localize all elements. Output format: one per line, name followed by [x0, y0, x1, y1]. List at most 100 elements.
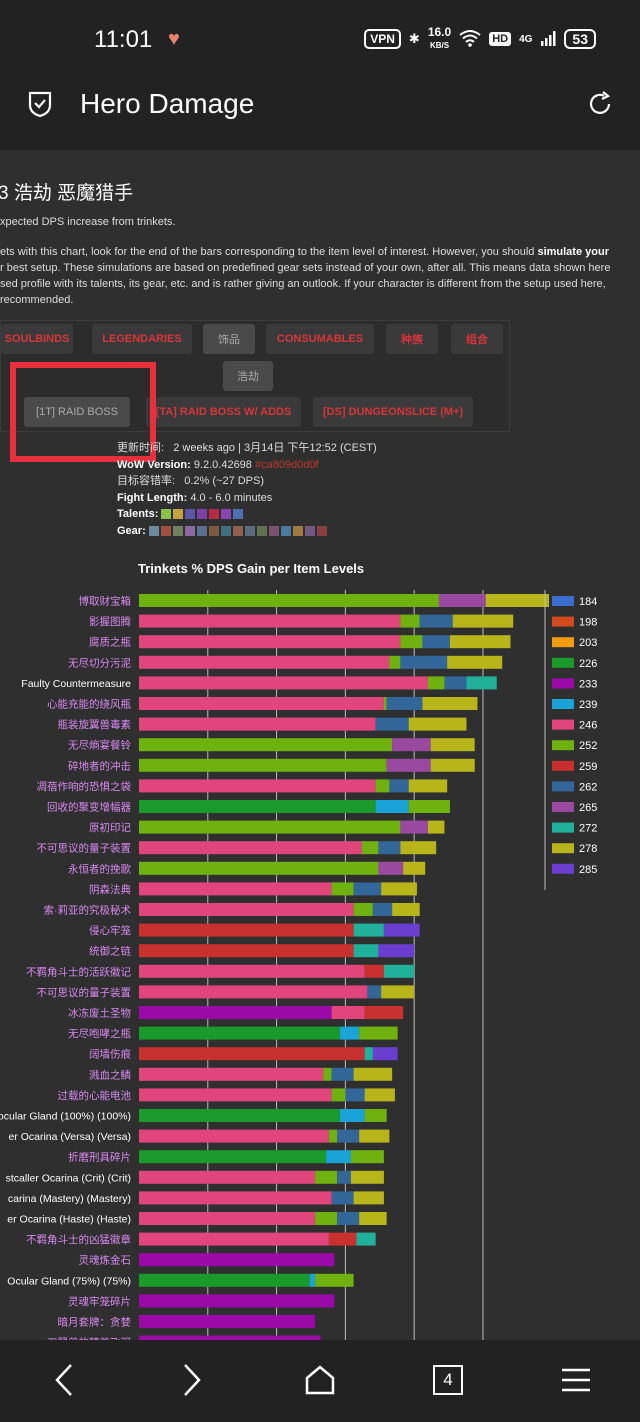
bar-label[interactable]: 灵魂牢笼碎片	[68, 1295, 131, 1308]
bar-segment[interactable]	[430, 758, 475, 772]
bar-segment[interactable]	[139, 1294, 335, 1308]
bar-segment[interactable]	[356, 1232, 376, 1246]
bar-segment[interactable]	[139, 635, 401, 649]
talent-icon[interactable]	[173, 509, 184, 520]
bar-label[interactable]: 溅血之鳞	[89, 1068, 131, 1081]
bar-label[interactable]: 瓶装旋翼兽毒素	[58, 718, 132, 731]
bar-segment[interactable]	[383, 697, 387, 710]
bar-label[interactable]: 凋蓓作响的恐惧之袋	[37, 780, 132, 793]
bar-segment[interactable]	[375, 717, 409, 731]
forward-button[interactable]	[172, 1360, 212, 1400]
bar-segment[interactable]	[408, 779, 448, 793]
back-button[interactable]	[44, 1360, 84, 1400]
tab-raid-boss-adds[interactable]: [TA] RAID BOSS W/ ADDS	[146, 397, 301, 427]
bar-segment[interactable]	[337, 1129, 360, 1143]
bar-segment[interactable]	[139, 882, 332, 896]
gear-icon[interactable]	[196, 525, 207, 536]
talent-icon[interactable]	[185, 509, 196, 520]
gear-icon[interactable]	[256, 525, 267, 536]
bar-label[interactable]: 不可思议的量子装置	[37, 986, 132, 999]
bar-segment[interactable]	[364, 1088, 395, 1102]
bar-label[interactable]: 回收的聚变增幅器	[47, 801, 131, 814]
bar-segment[interactable]	[485, 594, 550, 607]
bar-segment[interactable]	[139, 861, 379, 875]
bar-segment[interactable]	[372, 1047, 398, 1061]
bar-segment[interactable]	[386, 697, 423, 710]
gear-icon[interactable]	[244, 525, 255, 536]
bar-segment[interactable]	[392, 738, 431, 752]
bar-label[interactable]: 折磨刑具碎片	[68, 1151, 131, 1164]
bar-segment[interactable]	[378, 944, 415, 958]
bar-segment[interactable]	[353, 1067, 393, 1081]
bar-segment[interactable]	[331, 882, 354, 896]
bar-segment[interactable]	[139, 985, 368, 999]
bar-segment[interactable]	[139, 1212, 316, 1225]
bar-segment[interactable]	[375, 800, 409, 813]
tab-soulbinds[interactable]: SOULBINDS	[1, 324, 73, 354]
bar-label[interactable]: 永恒者的挽歌	[68, 862, 131, 875]
bar-segment[interactable]	[430, 738, 475, 752]
tab-trinkets[interactable]: 饰品	[203, 324, 255, 354]
bar-segment[interactable]	[452, 614, 514, 628]
bar-label[interactable]: 无尽咆哮之瓶	[68, 1027, 131, 1040]
bar-segment[interactable]	[444, 676, 467, 690]
bar-label[interactable]: Ocular Gland (75%) (75%)	[7, 1275, 131, 1287]
shield-check-icon[interactable]	[26, 90, 54, 118]
bar-segment[interactable]	[309, 1273, 316, 1287]
bar-segment[interactable]	[331, 1088, 346, 1102]
bar-segment[interactable]	[139, 1047, 365, 1061]
bar-segment[interactable]	[359, 1129, 390, 1143]
bar-segment[interactable]	[139, 1006, 332, 1019]
bar-segment[interactable]	[139, 594, 439, 607]
bar-label[interactable]: 冰冻废土圣物	[68, 1007, 131, 1020]
bar-segment[interactable]	[422, 697, 478, 710]
tab-legendaries[interactable]: LEGENDARIES	[92, 324, 192, 354]
bar-segment[interactable]	[326, 1150, 351, 1164]
bar-label[interactable]: 不可思议的量子装置	[37, 842, 132, 855]
bar-segment[interactable]	[328, 1232, 357, 1246]
bar-segment[interactable]	[353, 903, 373, 916]
bar-segment[interactable]	[408, 717, 467, 731]
bar-label[interactable]: 心能充能的绕风瓶	[47, 698, 131, 711]
gear-icon[interactable]	[160, 525, 171, 536]
tabs-button[interactable]: 4	[428, 1360, 468, 1400]
bar-segment[interactable]	[400, 635, 423, 649]
bar-segment[interactable]	[359, 1026, 398, 1040]
bar-label[interactable]: 碎地者的冲击	[68, 759, 131, 772]
bar-segment[interactable]	[353, 1191, 384, 1205]
bar-segment[interactable]	[400, 614, 420, 628]
bar-segment[interactable]	[139, 738, 393, 752]
bar-segment[interactable]	[315, 1170, 338, 1184]
bar-segment[interactable]	[139, 655, 390, 669]
bar-segment[interactable]	[364, 1109, 387, 1122]
bar-segment[interactable]	[419, 614, 453, 628]
bar-segment[interactable]	[331, 1191, 354, 1205]
gear-icon[interactable]	[184, 525, 195, 536]
bar-segment[interactable]	[139, 1273, 310, 1287]
bar-segment[interactable]	[328, 1129, 338, 1143]
bar-label[interactable]: 刀翼兽的精美飞羽	[47, 1336, 131, 1340]
bar-segment[interactable]	[350, 1150, 384, 1164]
bar-segment[interactable]	[353, 944, 379, 958]
bar-segment[interactable]	[364, 964, 384, 978]
bar-segment[interactable]	[331, 1006, 365, 1019]
bar-segment[interactable]	[339, 1109, 365, 1122]
bar-label[interactable]: er Ocarina (Versa) (Versa)	[8, 1131, 131, 1143]
bar-segment[interactable]	[422, 635, 450, 649]
bar-segment[interactable]	[139, 903, 354, 916]
bar-label[interactable]: 暗月套牌：贪婪	[58, 1316, 132, 1329]
bar-segment[interactable]	[400, 841, 437, 855]
bar-segment[interactable]	[367, 985, 382, 999]
bar-label[interactable]: 不羁角斗士的活跃徽记	[26, 965, 131, 978]
bar-label[interactable]: 过载的心能电池	[58, 1089, 132, 1102]
bar-segment[interactable]	[139, 1335, 321, 1340]
bar-segment[interactable]	[337, 1170, 351, 1184]
gear-icon[interactable]	[172, 525, 183, 536]
tab-consumables[interactable]: CONSUMABLES	[266, 324, 374, 354]
bar-segment[interactable]	[139, 1253, 335, 1267]
gear-icon[interactable]	[280, 525, 291, 536]
bar-label[interactable]: 阴森法典	[89, 883, 131, 896]
bar-segment[interactable]	[139, 1109, 340, 1122]
bar-segment[interactable]	[345, 1088, 365, 1102]
bar-segment[interactable]	[139, 1315, 316, 1328]
